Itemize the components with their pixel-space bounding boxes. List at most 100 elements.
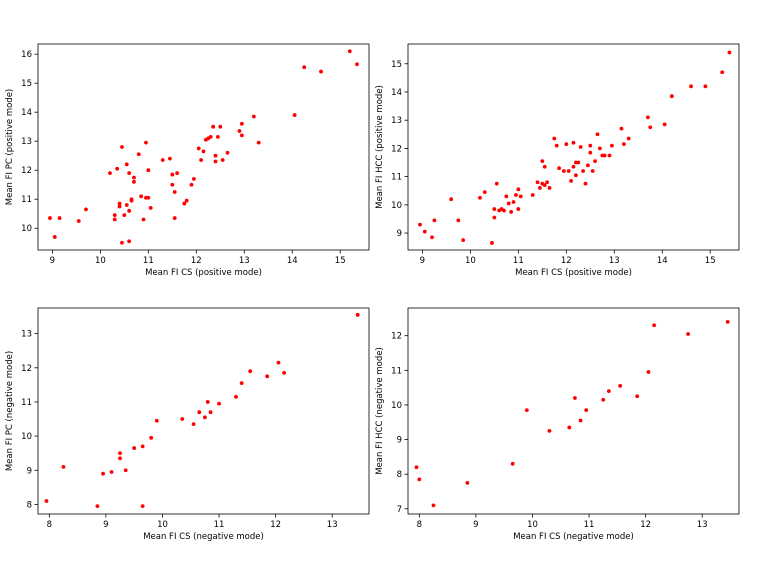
- data-point: [626, 136, 631, 141]
- data-point: [196, 146, 201, 151]
- data-point: [213, 159, 218, 164]
- chart-panel-hcc-negative: 8 9 10 11 12 13 7 8 9 10 11 12 Mean FI CS (negative …: [375, 307, 740, 542]
- data-point: [101, 471, 105, 476]
- data-point: [569, 178, 574, 183]
- data-point: [251, 114, 256, 119]
- data-point: [117, 201, 122, 206]
- x-tick-label: 14: [287, 256, 298, 266]
- y-tick-label: 16: [21, 50, 32, 60]
- data-point: [319, 69, 323, 74]
- y-tick-label: 13: [21, 137, 32, 147]
- data-point: [417, 477, 422, 482]
- data-point: [581, 169, 585, 173]
- y-axis-label: Mean FI PC (negative mode): [5, 351, 15, 471]
- x-tick-label: 10: [465, 256, 476, 266]
- data-point: [220, 158, 225, 162]
- data-point: [192, 177, 196, 181]
- data-point: [172, 216, 177, 220]
- data-point: [120, 145, 124, 149]
- data-point: [182, 201, 187, 206]
- x-tick-label: 11: [143, 256, 154, 266]
- data-point: [542, 183, 547, 187]
- x-tick-label: 8: [47, 520, 52, 530]
- y-tick-label: 12: [391, 144, 402, 154]
- data-point: [720, 70, 725, 75]
- data-point: [652, 323, 657, 328]
- plot-frame: [37, 307, 370, 515]
- data-point: [601, 397, 606, 402]
- y-tick-label: 14: [21, 108, 32, 118]
- data-point: [112, 217, 117, 222]
- data-point: [431, 503, 436, 508]
- data-point: [602, 153, 607, 158]
- data-point: [239, 133, 244, 138]
- data-point: [510, 461, 515, 466]
- data-point: [132, 179, 136, 184]
- x-tick-label: 10: [527, 520, 538, 530]
- data-point: [494, 181, 499, 186]
- data-point: [478, 195, 482, 200]
- x-tick-label: 13: [697, 520, 708, 530]
- data-point: [123, 468, 128, 473]
- data-point: [449, 197, 454, 202]
- data-point: [120, 240, 124, 245]
- data-point: [175, 171, 180, 176]
- data-point: [140, 444, 145, 449]
- x-tick-label: 12: [640, 520, 651, 530]
- data-point: [213, 153, 218, 158]
- data-point: [727, 50, 732, 55]
- data-point: [237, 129, 242, 133]
- data-point: [585, 163, 590, 168]
- x-tick-label: 13: [327, 520, 338, 530]
- data-point: [418, 222, 422, 227]
- x-tick-label: 12: [191, 256, 202, 266]
- data-point: [282, 371, 287, 375]
- data-point: [490, 241, 494, 245]
- data-point: [506, 201, 511, 206]
- data-point: [509, 210, 514, 214]
- data-point: [564, 142, 569, 147]
- data-point: [141, 217, 146, 222]
- data-point: [578, 145, 583, 149]
- data-point: [538, 186, 542, 190]
- data-point: [205, 400, 210, 404]
- data-point: [465, 480, 470, 485]
- x-tick-label: 15: [705, 256, 716, 266]
- data-point: [127, 171, 132, 176]
- data-point: [76, 219, 81, 223]
- data-point: [502, 208, 506, 213]
- data-point: [516, 207, 521, 211]
- data-point: [127, 208, 132, 213]
- y-tick-label: 11: [391, 173, 402, 183]
- data-point: [635, 394, 640, 399]
- y-tick-label: 10: [391, 401, 402, 411]
- y-tick-label: 8: [397, 470, 402, 480]
- x-tick-label: 10: [157, 520, 168, 530]
- data-point: [84, 207, 88, 212]
- data-point: [136, 152, 141, 157]
- y-axis-label: Mean FI HCC (positive mode): [375, 85, 385, 209]
- data-point: [571, 140, 576, 145]
- y-tick-label: 12: [21, 364, 32, 374]
- data-point: [725, 319, 730, 324]
- data-point: [109, 470, 114, 474]
- data-point: [57, 216, 62, 220]
- data-point: [557, 166, 562, 171]
- data-point: [118, 451, 122, 456]
- data-point: [514, 193, 518, 197]
- data-point: [211, 124, 215, 129]
- y-tick-label: 10: [21, 224, 32, 234]
- data-point: [170, 172, 175, 177]
- y-tick-label: 8: [27, 500, 32, 510]
- data-point: [547, 429, 552, 433]
- data-point: [44, 499, 49, 503]
- data-point: [571, 164, 576, 169]
- data-point: [234, 394, 238, 399]
- data-point: [197, 410, 202, 415]
- data-point: [146, 168, 151, 173]
- data-point: [146, 195, 151, 200]
- data-point: [122, 213, 127, 218]
- y-tick-label: 13: [21, 330, 32, 340]
- data-point: [124, 203, 129, 207]
